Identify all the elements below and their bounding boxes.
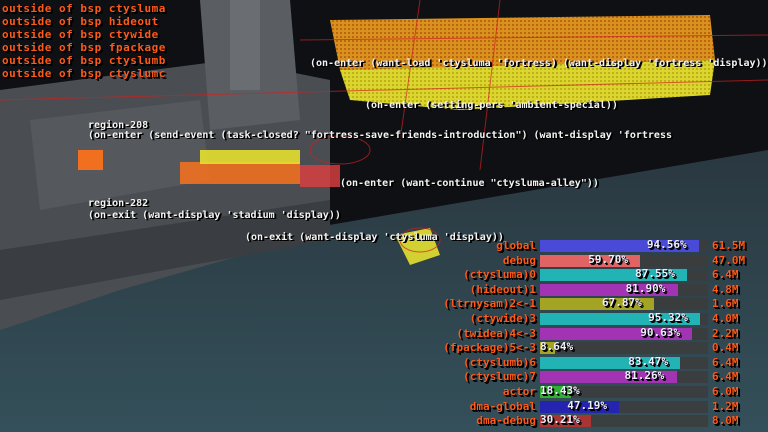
memory-bar-track xyxy=(540,327,708,340)
memory-percent: 95.32% xyxy=(648,311,688,324)
memory-label: (hideout)1 xyxy=(469,282,536,296)
region-debug-line: (on-enter (setting-pers 'ambient-special… xyxy=(365,100,618,111)
memory-percent: 8.64% xyxy=(540,340,574,354)
memory-label: dma-debug xyxy=(476,414,536,428)
region-debug-line: (on-enter (send-event (task-closed? "for… xyxy=(88,130,672,141)
collision-box-small xyxy=(78,150,440,265)
memory-percent: 90.63% xyxy=(640,325,680,339)
memory-label: (ltrnysam)2<-1 xyxy=(443,297,536,311)
memory-size: 8.0M xyxy=(712,414,739,428)
memory-size: 6.4M xyxy=(712,268,739,282)
region-debug-line: (on-enter (want-load 'ctysluma 'fortress… xyxy=(310,58,768,69)
collision-box-large xyxy=(330,15,715,110)
memory-size: 4.0M xyxy=(712,312,739,325)
memory-bar-track xyxy=(540,283,708,296)
memory-bar-track xyxy=(540,342,708,355)
memory-size: 6.4M xyxy=(712,370,739,384)
memory-label: (fpackage)5<-3 xyxy=(443,341,536,355)
bsp-message: outside of bsp hideout xyxy=(2,15,159,28)
memory-bar-fill xyxy=(540,371,677,384)
memory-label: (twidea)4<-3 xyxy=(456,326,536,340)
memory-percent: 83.47% xyxy=(628,354,668,368)
memory-bar-track xyxy=(540,356,708,369)
memory-bar-track xyxy=(540,415,708,428)
memory-label: (ctywide)3 xyxy=(469,312,536,325)
memory-bar-fill xyxy=(540,254,641,267)
memory-label: (ctyslumb)6 xyxy=(463,355,536,369)
memory-bar-track xyxy=(540,298,708,311)
region-debug-line: region-208 xyxy=(88,120,149,131)
region-debug-line: (on-exit (want-display 'ctysluma 'displa… xyxy=(245,232,504,243)
memory-size: 0.4M xyxy=(712,341,739,355)
region-debug-line: (on-exit (want-display 'stadium 'display… xyxy=(88,210,341,221)
memory-row: (hideout)1 81.90% 4.8M xyxy=(0,281,768,297)
memory-bar-fill xyxy=(540,386,571,398)
memory-row: (ctysluma)0 87.55% 6.4M xyxy=(0,267,768,282)
memory-row: (ltrnysam)2<-1 67.87% 1.6M xyxy=(0,296,768,311)
memory-percent: 59.70% xyxy=(588,252,629,266)
memory-bar-fill xyxy=(540,342,555,355)
memory-bar-fill xyxy=(540,327,693,340)
memory-size: 2.2M xyxy=(712,326,739,340)
memory-bar-fill xyxy=(540,415,591,428)
memory-bar-fill xyxy=(540,400,620,413)
memory-size: 4.8M xyxy=(712,282,739,296)
memory-row: dma-global 47.19% 1.2M xyxy=(0,398,768,414)
memory-percent: 94.56% xyxy=(646,238,687,251)
bsp-message: outside of bsp ctyslumc xyxy=(2,67,166,80)
debug-lines xyxy=(0,0,768,253)
memory-size: 6.0M xyxy=(712,385,739,398)
memory-row: (ctyslumc)7 81.26% 6.4M xyxy=(0,369,768,384)
bsp-message: outside of bsp ctysluma xyxy=(2,2,166,15)
bsp-message: outside of bsp ctyslumb xyxy=(2,54,166,67)
memory-percent: 18.43% xyxy=(540,384,580,397)
memory-percent: 81.90% xyxy=(625,281,666,295)
memory-bar-fill xyxy=(540,356,681,369)
bsp-message: outside of bsp fpackage xyxy=(2,41,166,54)
memory-row: (twidea)4<-3 90.63% 2.2M xyxy=(0,325,768,341)
memory-bar-track xyxy=(540,313,708,325)
memory-percent: 67.87% xyxy=(602,296,642,310)
memory-row: (ctyslumb)6 83.47% 6.4M xyxy=(0,354,768,370)
memory-size: 61.5M xyxy=(712,239,746,252)
memory-label: debug xyxy=(502,253,536,267)
memory-label: (ctysluma)0 xyxy=(463,268,536,282)
memory-label: global xyxy=(496,239,536,252)
region-debug-line: (on-enter (want-continue "ctysluma-alley… xyxy=(340,178,599,189)
memory-percent: 47.19% xyxy=(567,398,608,412)
memory-label: actor xyxy=(502,385,536,398)
memory-percent: 30.21% xyxy=(540,413,580,427)
memory-bar-fill xyxy=(540,240,699,252)
memory-bar-track xyxy=(540,371,708,384)
memory-bar-fill xyxy=(540,283,678,296)
memory-row: dma-debug 30.21% 8.0M xyxy=(0,413,768,428)
bsp-message: outside of bsp ctywide xyxy=(2,28,159,41)
memory-size: 6.4M xyxy=(712,355,739,369)
memory-bar-fill xyxy=(540,269,688,282)
memory-label: dma-global xyxy=(469,399,536,413)
memory-row: (ctywide)3 95.32% 4.0M xyxy=(0,311,768,326)
memory-row: global 94.56% 61.5M xyxy=(0,238,768,253)
memory-size: 1.6M xyxy=(712,297,739,311)
memory-percent: 81.26% xyxy=(624,369,665,383)
memory-bar-track xyxy=(540,269,708,282)
region-debug-line: region-282 xyxy=(88,198,149,209)
memory-size: 1.2M xyxy=(712,399,739,413)
memory-row: actor 18.43% 6.0M xyxy=(0,384,768,399)
memory-label: (ctyslumc)7 xyxy=(463,370,536,384)
memory-bar-fill xyxy=(540,298,655,311)
memory-bar-fill xyxy=(540,313,701,325)
memory-row: debug 59.70% 47.0M xyxy=(0,252,768,268)
memory-bar-track xyxy=(540,254,708,267)
memory-percent: 87.55% xyxy=(635,267,675,281)
memory-bar-track xyxy=(540,386,708,398)
memory-bar-track xyxy=(540,240,708,252)
memory-bar-track xyxy=(540,400,708,413)
memory-size: 47.0M xyxy=(712,253,746,267)
ship-structure xyxy=(0,0,330,330)
memory-row: (fpackage)5<-3 8.64% 0.4M xyxy=(0,340,768,355)
